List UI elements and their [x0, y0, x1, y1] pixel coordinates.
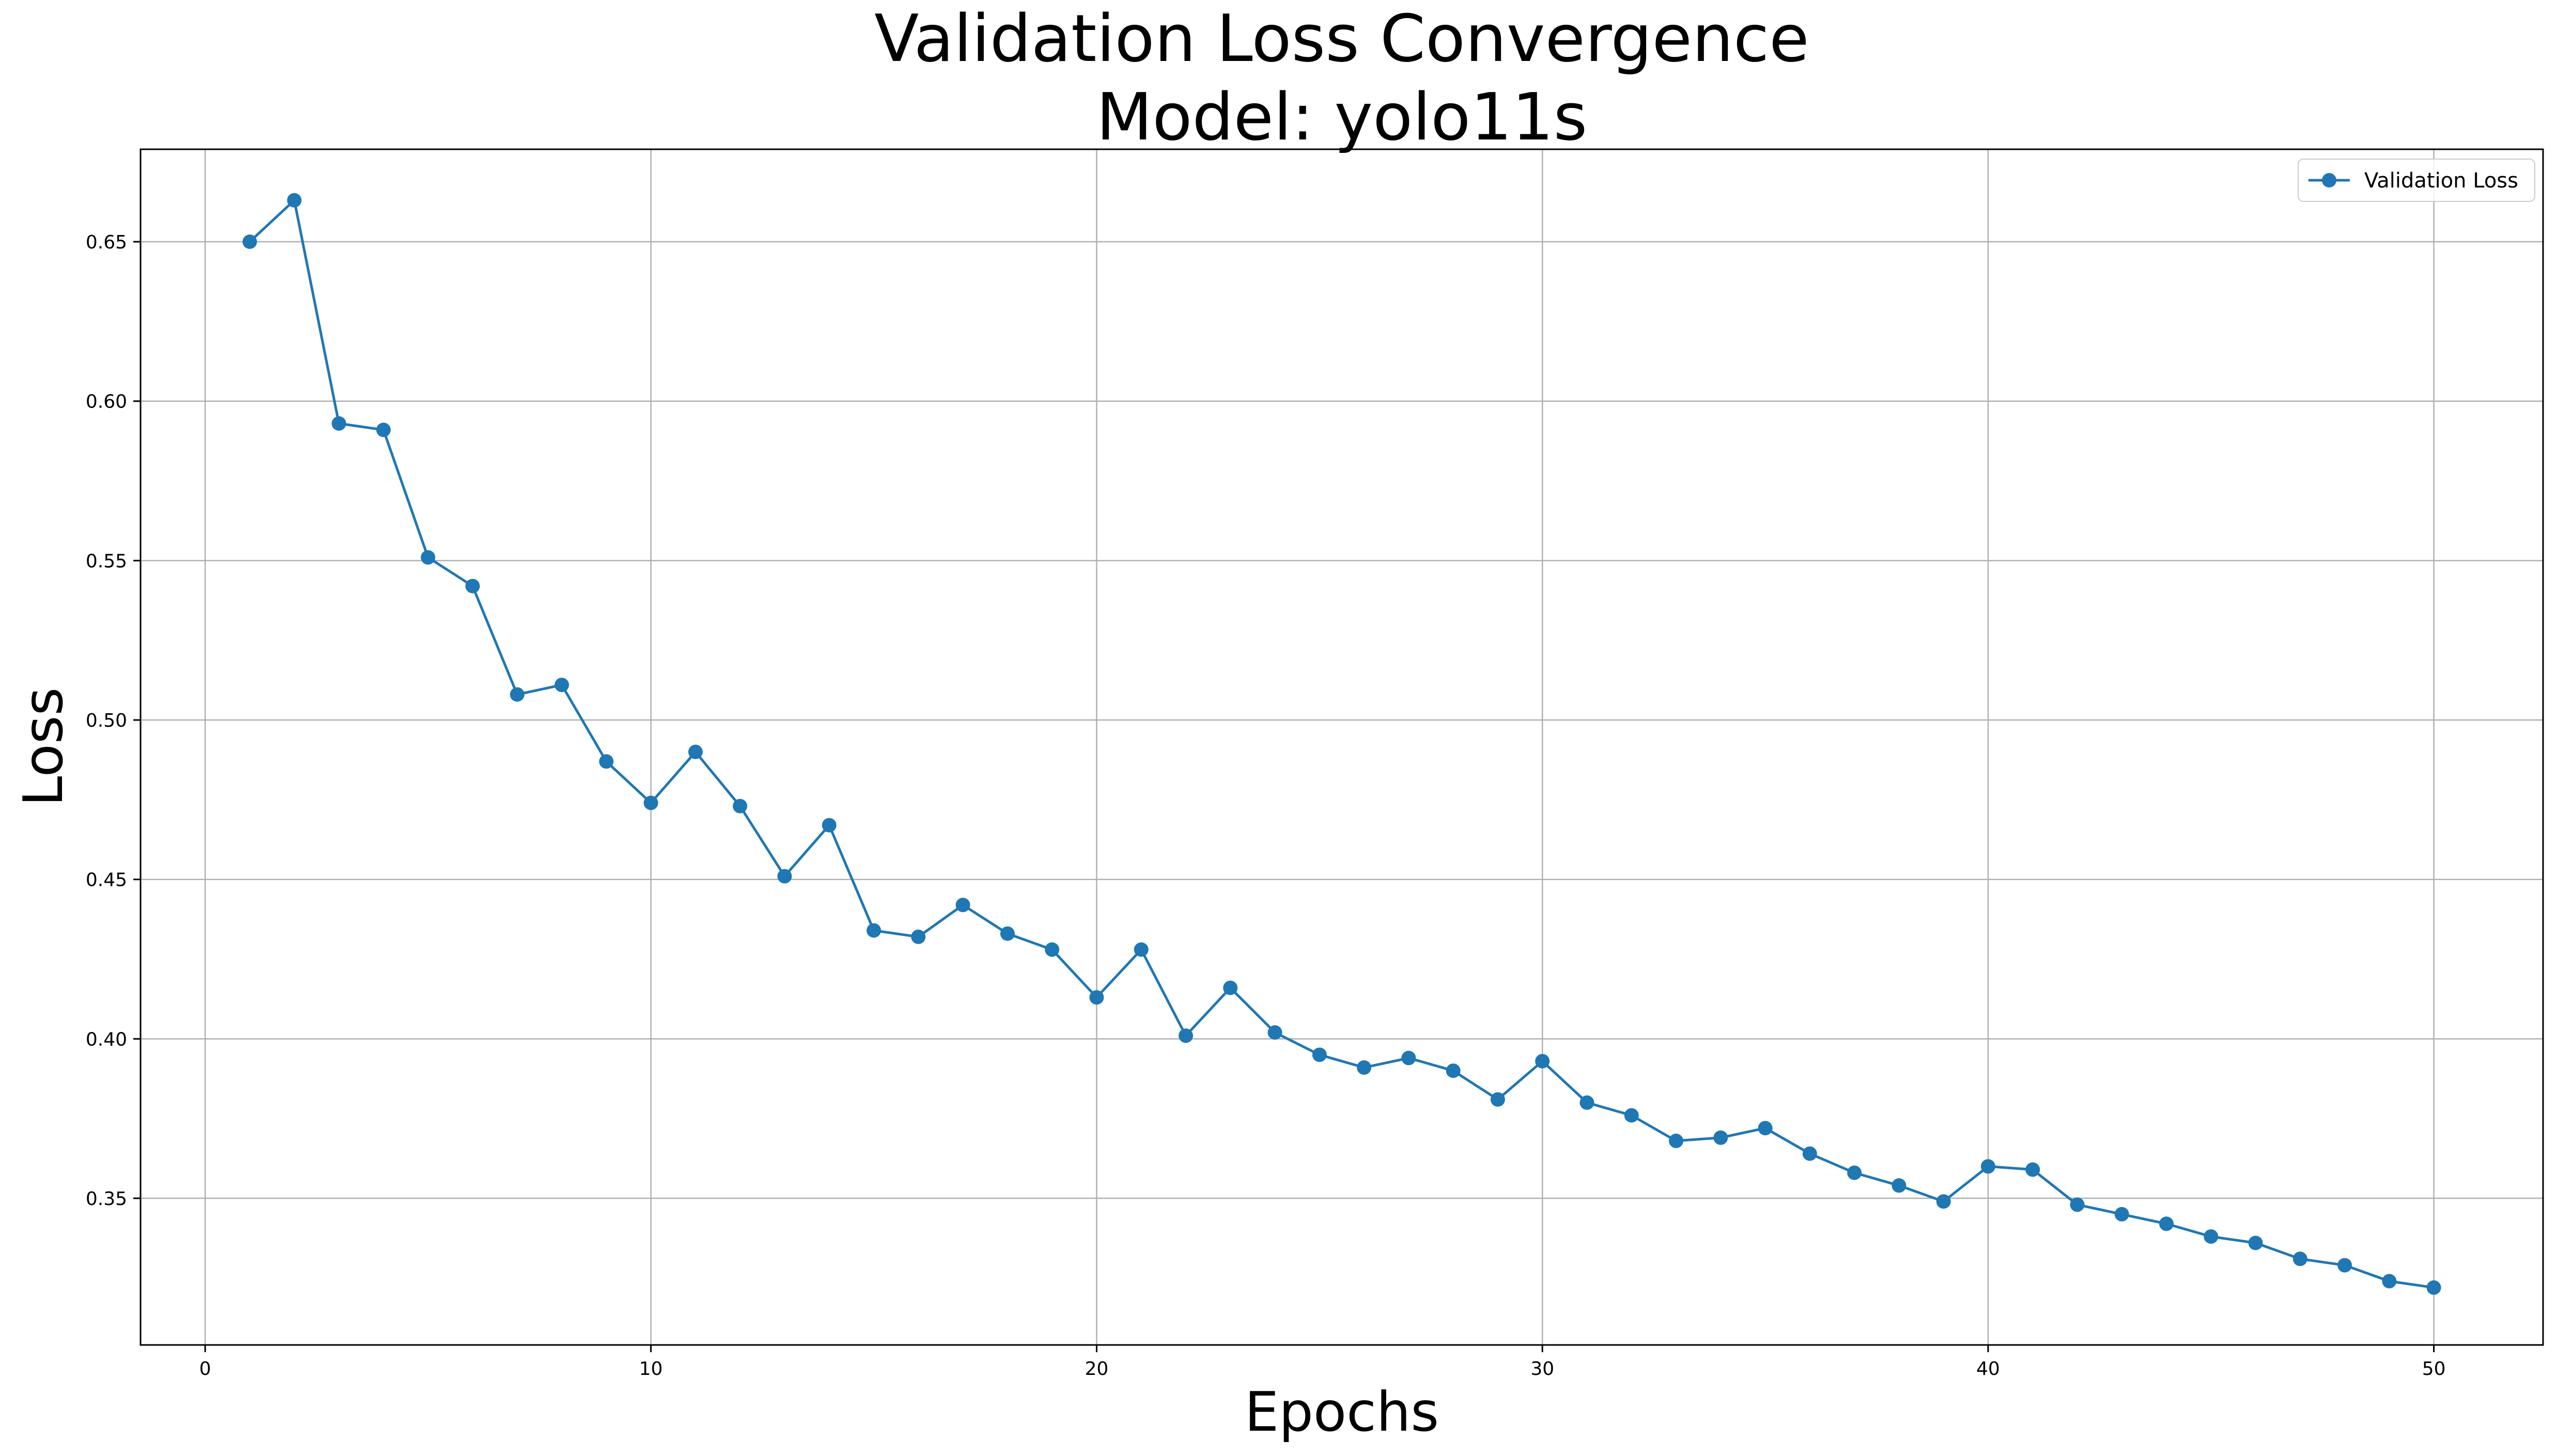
y-tick-label: 0.60	[86, 392, 127, 413]
data-point	[2025, 1162, 2040, 1177]
data-point	[2070, 1197, 2085, 1212]
x-tick-label: 0	[199, 1358, 211, 1380]
data-point	[1312, 1047, 1327, 1062]
data-point	[1401, 1051, 1416, 1066]
y-tick-label: 0.35	[86, 1188, 127, 1210]
data-point	[1624, 1108, 1639, 1123]
y-tick-label: 0.45	[86, 870, 127, 891]
data-point	[465, 578, 480, 593]
data-point	[510, 687, 524, 702]
data-point	[2204, 1229, 2219, 1244]
data-point	[1134, 942, 1149, 957]
data-point	[599, 754, 614, 769]
data-point	[866, 923, 881, 938]
series-layer	[242, 193, 2441, 1295]
data-point	[1535, 1054, 1550, 1069]
data-point	[2426, 1280, 2441, 1295]
series-line-validation-loss	[249, 199, 2434, 1289]
chart-title: Validation Loss Convergence	[874, 1, 1809, 76]
x-tick-label: 30	[1530, 1358, 1554, 1380]
data-point	[2114, 1207, 2129, 1222]
x-axis-label: Epochs	[1245, 1381, 1439, 1444]
data-point	[1713, 1130, 1728, 1145]
y-tick-label: 0.55	[86, 551, 127, 572]
data-point	[955, 898, 970, 913]
x-tick-label: 10	[639, 1358, 663, 1380]
y-axis-label: Loss	[12, 687, 75, 806]
data-point	[1490, 1092, 1505, 1107]
grid-lines	[141, 149, 2543, 1345]
x-tick-label: 40	[1976, 1358, 2000, 1380]
y-tick-label: 0.40	[86, 1029, 127, 1050]
legend-marker-swatch	[2322, 173, 2336, 187]
data-point	[1089, 990, 1104, 1005]
data-point	[287, 193, 302, 208]
data-point	[1446, 1063, 1461, 1078]
data-point	[1847, 1165, 1862, 1180]
data-point	[421, 550, 436, 565]
data-point	[777, 869, 792, 884]
data-point	[1892, 1178, 1907, 1193]
data-point	[1267, 1025, 1282, 1040]
data-point	[1579, 1095, 1594, 1110]
x-tick-label: 50	[2422, 1358, 2446, 1380]
data-point	[2292, 1251, 2307, 1266]
plot-frame	[140, 148, 2544, 1346]
data-point	[733, 799, 748, 813]
data-point	[1936, 1194, 1951, 1209]
data-point	[1758, 1121, 1773, 1136]
legend: Validation Loss	[2298, 159, 2535, 202]
data-point	[911, 929, 926, 944]
data-point	[1223, 980, 1238, 995]
data-point	[331, 416, 346, 431]
data-point	[376, 422, 391, 437]
data-point	[1802, 1146, 1817, 1161]
data-point	[2382, 1274, 2397, 1289]
data-point	[1179, 1028, 1194, 1043]
data-point	[1045, 942, 1060, 957]
legend-label-validation-loss: Validation Loss	[2364, 169, 2518, 193]
data-point	[1980, 1159, 1995, 1174]
y-tick-label: 0.50	[86, 710, 127, 731]
data-point	[822, 818, 836, 833]
y-tick-label: 0.65	[86, 232, 127, 253]
data-point	[1357, 1060, 1372, 1075]
data-point	[2159, 1216, 2174, 1231]
chart-subtitle: Model: yolo11s	[1096, 79, 1588, 155]
data-point	[554, 678, 569, 693]
legend-box	[2298, 159, 2535, 202]
data-point	[1669, 1133, 1683, 1148]
data-point	[688, 744, 703, 759]
data-point	[1000, 926, 1015, 941]
x-tick-label: 20	[1085, 1358, 1109, 1380]
data-point	[242, 234, 257, 249]
data-point	[2337, 1258, 2352, 1273]
data-point	[643, 795, 658, 810]
data-point	[2248, 1235, 2263, 1250]
axis-ticks: 0 10 20 30 40 50 0.35 0.40 0.45 0.50 0.55 0.60 0.65	[86, 232, 2446, 1380]
